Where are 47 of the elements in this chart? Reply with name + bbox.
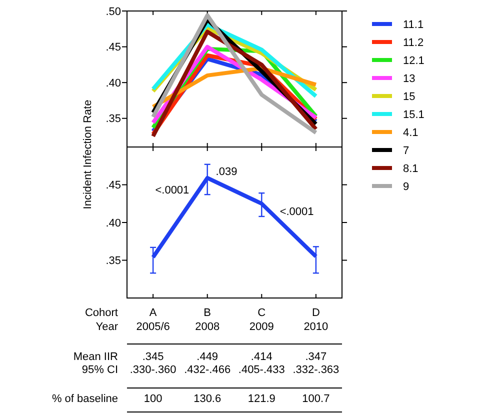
x-tick-label: D — [312, 307, 320, 319]
text: .332-.363 — [292, 364, 340, 376]
legend-label: 11.2 — [403, 36, 424, 49]
text: 121.9 — [248, 393, 276, 405]
text: .449 — [196, 351, 218, 363]
y-axis-title: Incident Infection Rate — [82, 100, 94, 210]
y-tick-label: .45 — [106, 180, 121, 192]
text: .414 — [250, 351, 272, 363]
y-tick-label: .35 — [106, 113, 121, 126]
text: 130.6 — [194, 393, 222, 405]
text: 2005/6 — [136, 321, 170, 333]
text: .432-.466 — [184, 364, 231, 376]
x-tick-label: C — [258, 307, 266, 319]
text: % of baseline — [52, 393, 118, 405]
legend-label: 8.1 — [403, 162, 418, 175]
legend-label: 9 — [403, 180, 410, 193]
legend-label: 7 — [403, 144, 410, 157]
y-tick-label: .35 — [106, 255, 121, 268]
line-series — [151, 30, 318, 138]
y-tick-label: .50 — [106, 6, 121, 18]
legend-label: 12.1 — [403, 54, 424, 67]
legend-label: 4.1 — [403, 126, 418, 139]
annotation: .039 — [216, 166, 238, 178]
y-tick-label: .45 — [106, 42, 121, 54]
text: 95% CI — [82, 364, 118, 376]
text: 100.7 — [302, 393, 330, 405]
x-tick-label: A — [149, 307, 158, 319]
x-axis-title: Cohort — [84, 307, 118, 319]
text: .345 — [142, 351, 164, 363]
annotation: <.0001 — [155, 184, 190, 197]
legend-label: 13 — [403, 72, 416, 85]
text: .330-.360 — [130, 364, 176, 376]
text: Mean IIR — [73, 351, 118, 363]
text: 2009 — [249, 321, 274, 333]
y-tick-label: .40 — [106, 217, 121, 230]
text: .405-.433 — [238, 364, 285, 376]
y-tick-label: .40 — [106, 77, 121, 90]
legend-label: 15.1 — [403, 108, 424, 121]
text: 2008 — [195, 321, 220, 333]
text: 2010 — [304, 321, 328, 333]
x-tick-label: B — [204, 307, 212, 319]
text: Year — [96, 321, 118, 333]
text: 100 — [144, 393, 162, 405]
legend-label: 11.1 — [403, 18, 424, 31]
text: .347 — [305, 351, 327, 363]
annotation: <.0001 — [280, 206, 314, 218]
legend-label: 15 — [403, 90, 416, 103]
